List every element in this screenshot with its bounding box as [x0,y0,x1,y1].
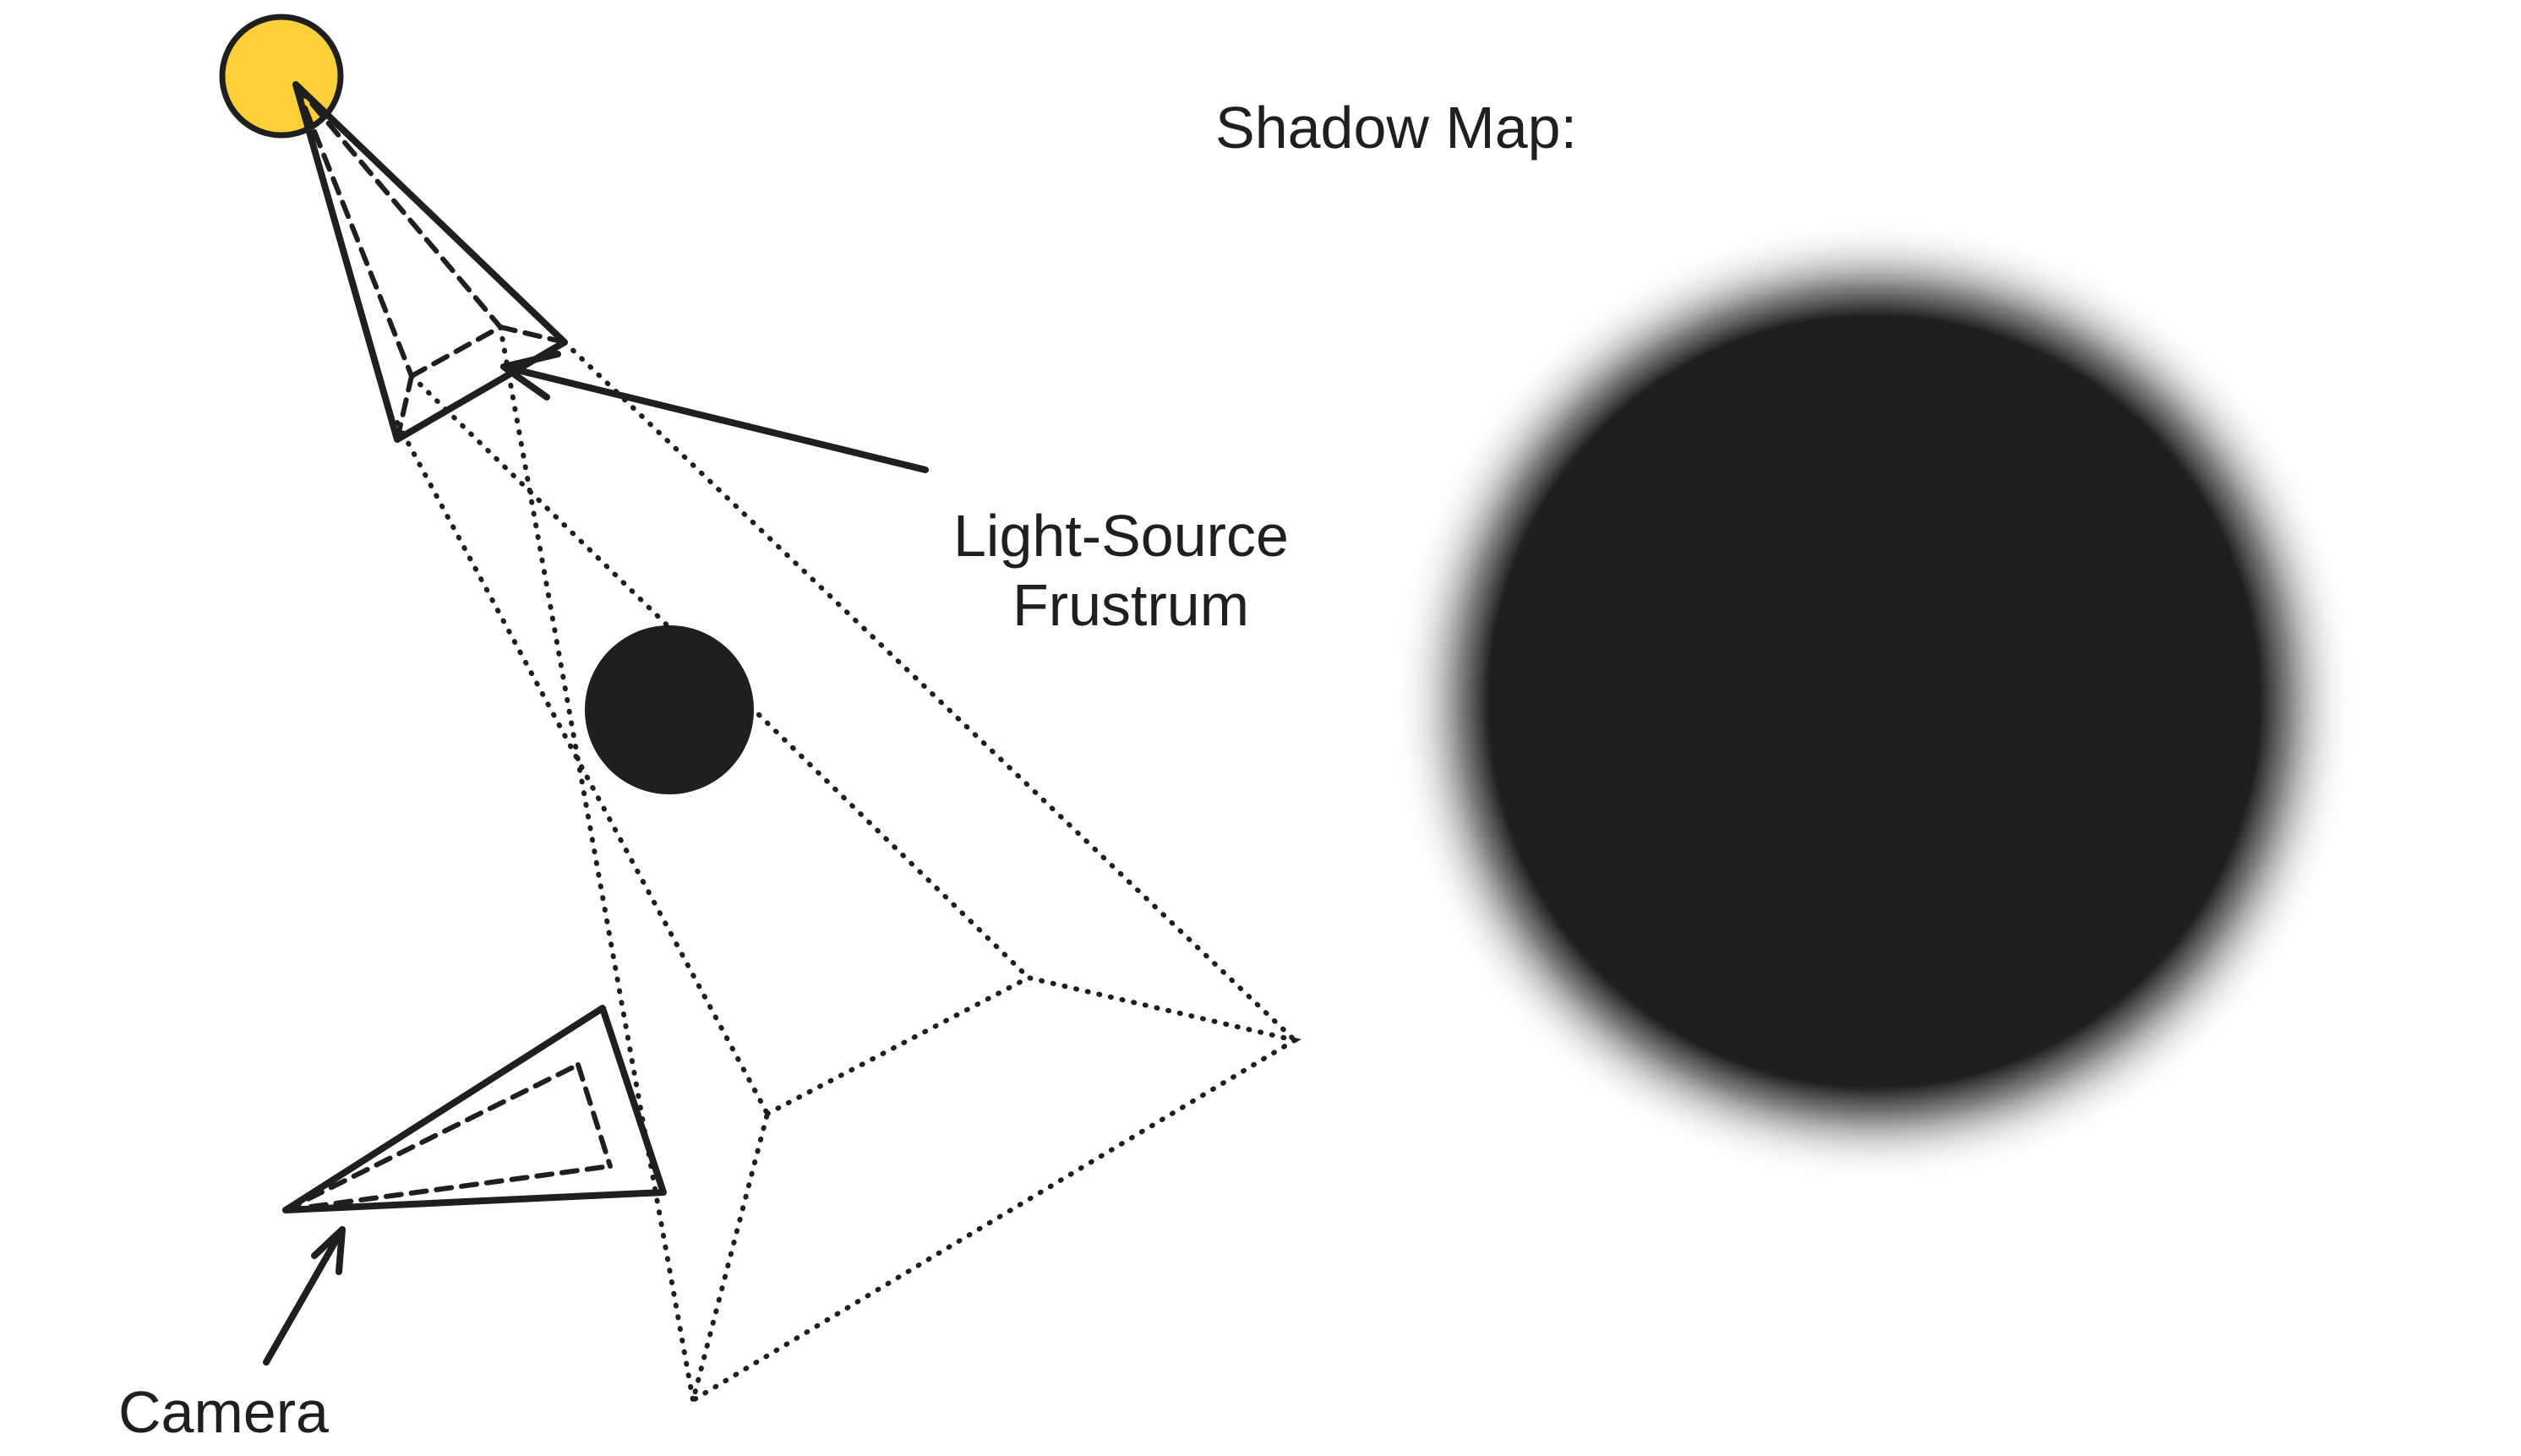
shadow-map-disc [1393,220,2356,1183]
camera-pointer-arrow [263,1226,346,1366]
light-frustum-label-line2: Frustrum [1012,572,1249,638]
light-frustum-label-line1: Light-Source [953,503,1289,569]
camera-label: Camera [118,1379,329,1445]
shadow-map-title: Shadow Map: [1215,95,1577,161]
light-frustum-near-pyramid [292,81,568,443]
camera-frustum [282,1005,667,1213]
light-frustum-far-volume [395,324,1301,1406]
occluder-sphere [585,625,754,794]
frustum-pointer-arrow [500,351,929,473]
